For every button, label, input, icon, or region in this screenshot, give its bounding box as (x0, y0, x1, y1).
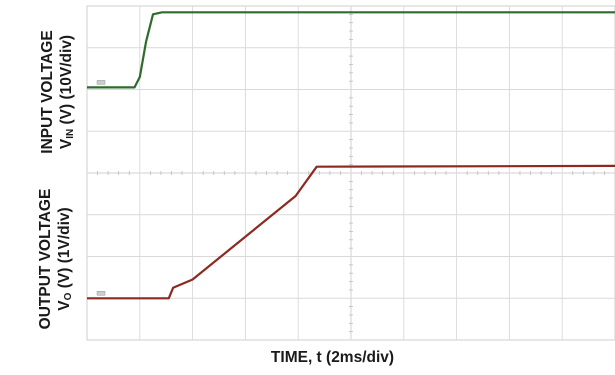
vin-subscript: IN (65, 128, 76, 139)
input-ground-marker (96, 80, 106, 85)
vo-subscript: O (63, 292, 74, 301)
graticule-ticks (97, 13, 605, 333)
x-axis-label: TIME, t (2ms/div) (270, 349, 395, 366)
graticule (87, 6, 615, 340)
vo-units: (V) (1V/div) (56, 207, 73, 293)
y-axis-label-output: OUTPUT VOLTAGE VO (V) (1V/div) (36, 140, 78, 375)
input-voltage-trace (87, 11, 615, 89)
output-ground-marker (96, 291, 106, 296)
vin-units: (V) (10V/div) (58, 34, 75, 129)
vo-symbol: V (56, 300, 73, 311)
traces (87, 11, 615, 300)
y-axis-label-output-line1: OUTPUT VOLTAGE (37, 188, 54, 330)
y-axis-label-output-line2: VO (V) (1V/div) (55, 140, 74, 375)
output-voltage-trace (87, 164, 615, 300)
